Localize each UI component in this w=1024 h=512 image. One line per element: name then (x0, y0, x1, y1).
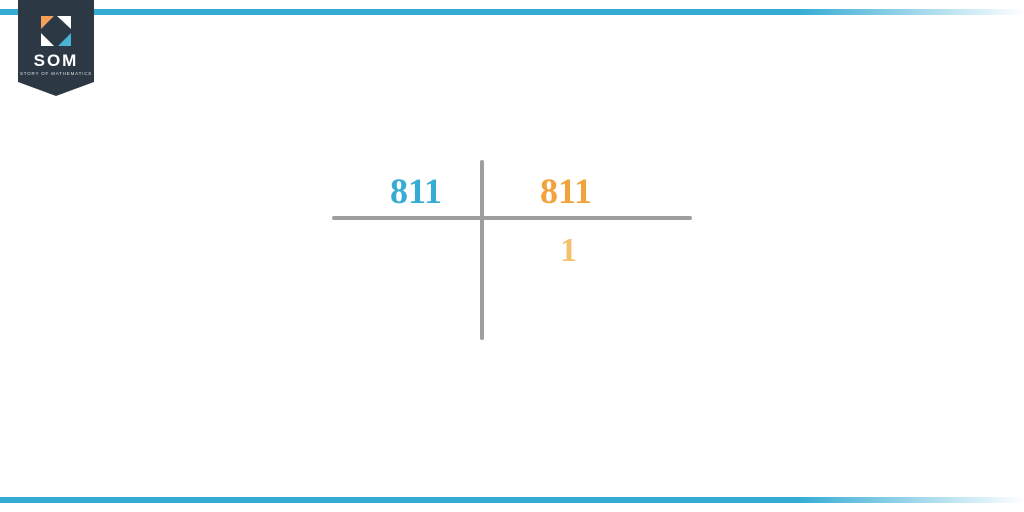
value-top-right: 811 (540, 170, 592, 212)
horizontal-divider (332, 216, 692, 220)
top-accent-bar (0, 9, 1024, 15)
icon-bl (41, 33, 54, 46)
icon-br (58, 33, 71, 46)
bottom-accent-bar (0, 497, 1024, 503)
factor-diagram: 811 811 1 (332, 160, 692, 350)
brand-tagline: STORY OF MATHEMATICS (18, 71, 94, 76)
vertical-divider (480, 160, 484, 340)
brand-badge: SOM STORY OF MATHEMATICS (18, 0, 94, 96)
value-top-left: 811 (390, 170, 442, 212)
brand-name: SOM (18, 52, 94, 69)
value-bottom-right: 1 (560, 232, 577, 270)
icon-tl (41, 16, 54, 29)
brand-s-icon (39, 14, 73, 48)
brand-text: SOM STORY OF MATHEMATICS (18, 52, 94, 76)
icon-tr (57, 16, 71, 29)
